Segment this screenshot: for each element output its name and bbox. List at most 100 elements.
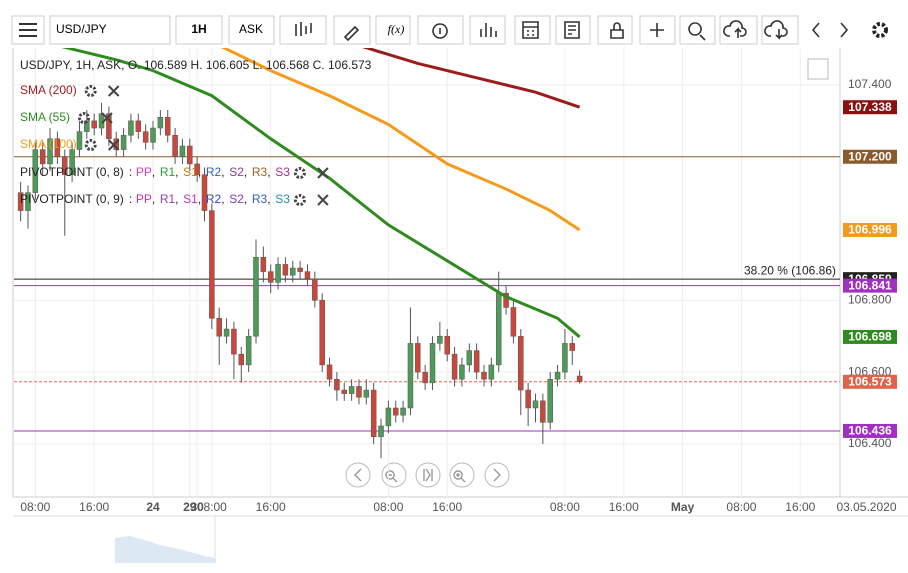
candle-body	[47, 138, 53, 165]
pivot-level: S1	[183, 192, 198, 206]
candle-body	[466, 350, 473, 366]
candle-body	[209, 210, 215, 319]
candle-body	[187, 145, 193, 165]
toolbar-button[interactable]	[279, 15, 327, 45]
expand-button[interactable]	[807, 58, 829, 80]
nav-button[interactable]	[415, 462, 441, 488]
upload-icon	[723, 20, 747, 38]
candle-body	[135, 120, 142, 132]
candle-body	[348, 386, 355, 394]
toolbar-button[interactable]	[175, 15, 223, 45]
lock-icon	[610, 22, 624, 39]
nav-icon	[354, 468, 362, 482]
price-level-label: 106.996	[848, 223, 892, 237]
remove-icon[interactable]	[107, 85, 120, 97]
legend-separator: :	[129, 165, 132, 179]
candle-body	[562, 343, 568, 373]
candle-body	[275, 264, 281, 283]
price-type: ASK	[239, 22, 263, 36]
candle-body	[326, 364, 333, 380]
calendar-icon	[522, 21, 539, 39]
x-tick-label: 24	[146, 500, 160, 514]
settings-icon[interactable]	[293, 167, 306, 179]
nav-button[interactable]	[484, 462, 510, 488]
x-tick-label: 16:00	[256, 500, 286, 514]
price-level-label: 106.841	[848, 278, 892, 292]
candle-body	[260, 256, 267, 272]
nav-button[interactable]	[345, 462, 371, 488]
x-tick-label: 08:00	[373, 500, 403, 514]
legend-entry: PIVOTPOINT (0, 9)	[20, 192, 124, 206]
legend-separator: ,	[198, 165, 201, 179]
legend-separator: ,	[175, 192, 178, 206]
candle-body	[363, 389, 370, 398]
candles-icon	[295, 22, 312, 36]
candle-body	[39, 149, 46, 165]
candle-body	[356, 386, 362, 398]
indicator-icon	[480, 23, 497, 37]
toolbar-button[interactable]	[514, 15, 551, 45]
candle-body	[532, 400, 539, 409]
candle-body	[54, 138, 61, 158]
toolbar-button[interactable]	[761, 15, 799, 45]
legend-separator: ,	[244, 165, 247, 179]
legend-separator: ,	[152, 192, 155, 206]
x-tick-label: 29	[183, 500, 197, 514]
candle-body	[385, 407, 392, 427]
nav-icon	[423, 468, 433, 482]
settings-icon[interactable]	[84, 139, 97, 151]
pivot-level: R1	[160, 192, 176, 206]
candle-body	[518, 335, 524, 391]
candle-body	[106, 113, 112, 140]
remove-icon[interactable]	[101, 112, 113, 124]
settings-icon[interactable]	[84, 85, 97, 97]
candle-body	[540, 400, 546, 423]
toolbar-button[interactable]	[469, 15, 506, 45]
candle-body	[25, 192, 31, 211]
toolbar-button[interactable]	[555, 15, 591, 45]
remove-icon[interactable]	[317, 167, 329, 179]
toolbar-button[interactable]	[228, 15, 275, 45]
candle-body	[525, 389, 531, 409]
news-icon	[564, 21, 580, 39]
x-tick-label: 08:00	[20, 500, 50, 514]
candle-body	[488, 364, 495, 380]
nav-icon	[453, 470, 466, 483]
candle-body	[76, 131, 83, 150]
candle-body	[503, 292, 509, 308]
pivot-level: PP	[136, 192, 152, 206]
y-tick-label: 106.600	[848, 364, 892, 378]
crosshair-icon	[650, 23, 664, 37]
candle-body	[378, 425, 384, 437]
toolbar-button[interactable]	[375, 15, 411, 45]
candle-body	[282, 264, 289, 276]
pivot-level: R3	[252, 192, 268, 206]
remove-icon[interactable]	[317, 194, 329, 206]
settings-icon[interactable]	[293, 194, 306, 206]
toolbar-button[interactable]	[49, 15, 171, 45]
x-tick-label: 08:00	[726, 500, 756, 514]
x-tick-label: 08:00	[197, 500, 227, 514]
candle-body	[238, 353, 245, 366]
price-level-label: 106.436	[848, 424, 892, 438]
candle-body	[179, 145, 186, 158]
candle-body	[437, 335, 443, 344]
settings-icon[interactable]	[872, 22, 888, 38]
sma-line	[61, 48, 581, 339]
candle-body	[473, 350, 480, 373]
remove-icon[interactable]	[107, 139, 120, 151]
legend-separator: ,	[267, 165, 270, 179]
candle-body	[429, 343, 436, 384]
candle-body	[451, 353, 458, 380]
legend-separator: ,	[267, 192, 270, 206]
settings-icon[interactable]	[78, 112, 91, 124]
price-level-label: 106.573	[848, 374, 892, 388]
candle-body	[510, 307, 517, 337]
toolbar-button[interactable]	[679, 15, 716, 45]
price-level-box	[843, 149, 897, 164]
info-icon	[432, 23, 448, 39]
candle-body	[172, 134, 178, 158]
sma-line	[362, 48, 581, 109]
candle-body	[422, 371, 428, 384]
candle-body	[150, 127, 156, 143]
